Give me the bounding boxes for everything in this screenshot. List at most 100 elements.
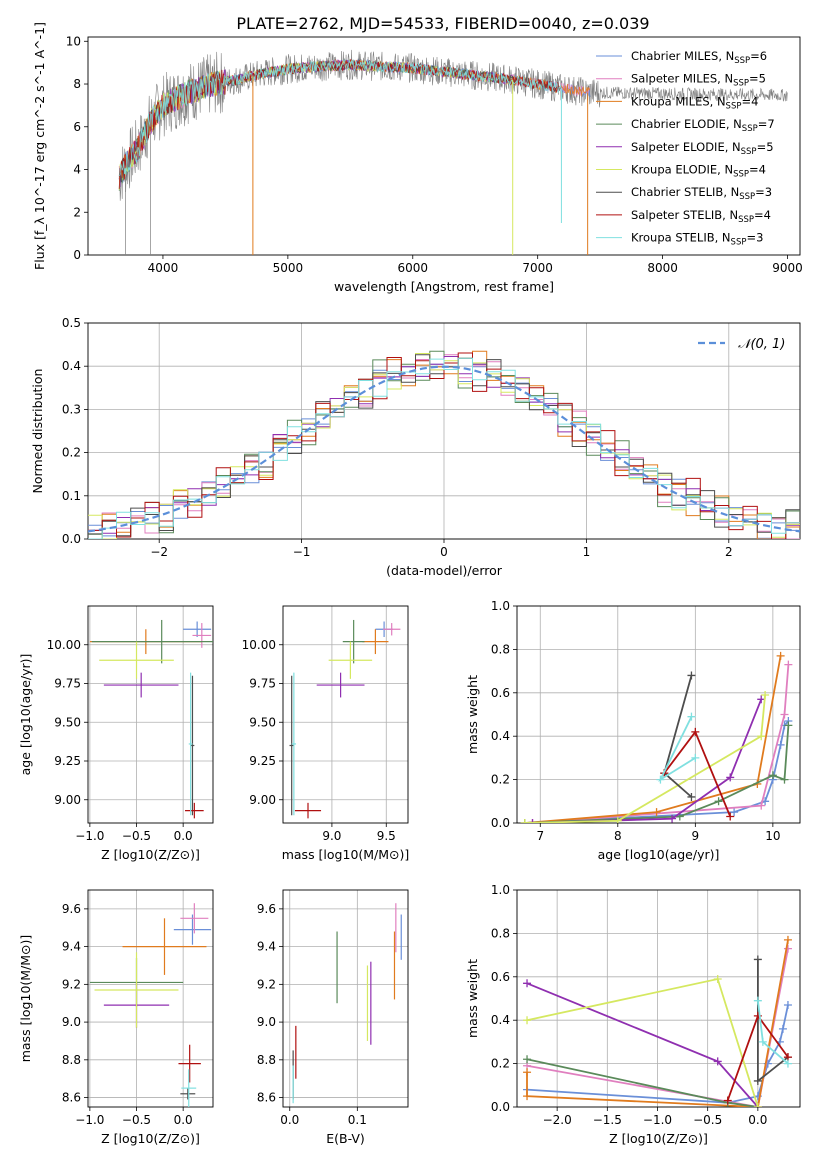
x-tick-label: 0.0: [174, 1113, 193, 1127]
x-tick-label: 4000: [148, 261, 179, 275]
weight-marker: [691, 727, 700, 736]
x-tick-label: −2.0: [543, 1113, 572, 1127]
x-tick-label: 0.0: [280, 1113, 299, 1127]
legend-subscript: SSP: [726, 101, 742, 111]
mass-vs-ebv-panel: 0.0 0.1 8.6 8.8 9.0 9.2 9.4 9.6 E(B-V): [257, 889, 409, 1146]
x-tick-label: 0.0: [174, 829, 193, 843]
y-tick-label: 2: [73, 205, 81, 219]
y-tick-label: 0.5: [62, 316, 81, 330]
age-vs-mass-panel: 9.0 9.5 9.00 9.25 9.50 9.75 10.00 mass [log10(M…: [242, 605, 410, 862]
y-tick-label: 9.4: [62, 940, 81, 954]
weight-marker: [726, 773, 735, 782]
weight-marker: [656, 775, 665, 784]
y-tick-label: 0.0: [491, 816, 510, 830]
y-tick-label: 9.25: [54, 754, 81, 768]
x-tick-label: −1.0: [75, 829, 104, 843]
y-tick-label: 0.4: [491, 1013, 510, 1027]
weight-marker: [726, 812, 735, 821]
x-axis-label: Z [log10(Z/Z⊙)]: [609, 1131, 708, 1146]
legend-subscript: SSP: [731, 238, 747, 248]
x-tick-label: 7: [536, 829, 544, 843]
y-tick-label: 9.2: [62, 977, 81, 991]
legend-label: Chabrier MILES, NSSP=6: [631, 49, 767, 66]
y-tick-label: 9.25: [249, 754, 276, 768]
y-tick-label: 9.50: [249, 715, 276, 729]
weight-marker: [528, 819, 537, 823]
legend-subscript: SSP: [739, 192, 755, 202]
y-tick-label: 0.2: [491, 1057, 510, 1071]
legend-label: Salpeter MILES, NSSP=5: [631, 72, 766, 89]
y-tick-label: 0.2: [62, 446, 81, 460]
y-tick-label: 0.4: [491, 729, 510, 743]
spectrum-plot-area: [118, 49, 788, 255]
y-tick-label: 9.75: [54, 677, 81, 691]
weight-marker: [783, 944, 792, 953]
legend-nssp-value: =4: [754, 208, 771, 222]
x-axis-label: wavelength [Angstrom, rest frame]: [334, 279, 554, 294]
x-tick-label: −1.0: [75, 1113, 104, 1127]
x-axis-label: mass [log10(M/M⊙)]: [282, 847, 410, 862]
legend-label: Chabrier STELIB, NSSP=3: [631, 185, 772, 202]
age-vs-z-panel: −1.0 −0.5 0.0 9.00 9.25 9.50 9.75 10.00 Z [log10…: [18, 605, 214, 862]
x-tick-label: 5000: [273, 261, 304, 275]
weight-marker: [784, 660, 793, 669]
weight-marker: [757, 801, 766, 810]
weight-marker: [687, 792, 696, 801]
axes-frame: [87, 36, 801, 256]
weight-series-line: [524, 694, 766, 823]
weight-marker: [713, 974, 722, 983]
figure-title: PLATE=2762, MJD=54533, FIBERID=0040, z=0…: [236, 14, 649, 33]
weight-marker: [784, 721, 793, 730]
legend-nssp-value: =4: [741, 94, 758, 108]
weight-marker: [723, 1096, 732, 1105]
weight-marker: [753, 1076, 762, 1085]
weight-marker: [753, 996, 762, 1005]
y-axis-label: mass weight: [465, 675, 480, 754]
legend-subscript: SSP: [733, 79, 749, 89]
y-tick-label: 9.6: [257, 902, 276, 916]
y-axis-label: age [log10(age/yr)]: [18, 654, 33, 776]
x-tick-label: −1.5: [593, 1113, 622, 1127]
x-axis-label: (data-model)/error: [386, 563, 503, 578]
weight-marker: [783, 935, 792, 944]
y-tick-label: 10.00: [47, 638, 81, 652]
y-tick-label: 0.8: [491, 926, 510, 940]
y-tick-label: 8.8: [257, 1053, 276, 1067]
y-axis-label: Normed distribution: [30, 369, 45, 494]
weight-marker: [780, 710, 789, 719]
weight-marker: [613, 816, 622, 823]
axes-frame: [87, 889, 214, 1108]
legend-label: Kroupa MILES, NSSP=4: [631, 94, 758, 111]
residuals-panel: −2 −1 0 1 2 0.0 0.1 0.2 0.3 0.4 0.5 (data-model)/er…: [30, 316, 801, 578]
weight-vs-age-panel: 7 8 9 10 0.0 0.2 0.4 0.6 0.8 1.0 age [log10(age/yr…: [465, 599, 801, 862]
y-tick-label: 10: [66, 34, 81, 48]
x-tick-label: −0.5: [122, 1113, 151, 1127]
y-tick-label: 9.50: [54, 715, 81, 729]
weight-marker: [783, 1001, 792, 1010]
y-tick-label: 0.4: [62, 359, 81, 373]
y-tick-label: 8.6: [62, 1091, 81, 1105]
weight-marker: [730, 808, 739, 817]
axes-frame: [516, 889, 801, 1108]
y-tick-label: 9.00: [249, 793, 276, 807]
weight-series-line: [524, 725, 790, 823]
x-tick-label: 9.0: [322, 829, 341, 843]
model-spectrum-line: [118, 58, 562, 177]
axes-frame: [516, 605, 801, 824]
x-tick-label: 9.5: [377, 829, 396, 843]
legend-subscript: SSP: [738, 215, 754, 225]
axes-frame: [87, 605, 214, 824]
x-tick-label: 8: [614, 829, 622, 843]
weight-marker: [776, 740, 785, 749]
weight-marker: [776, 651, 785, 660]
legend-label: Salpeter STELIB, NSSP=4: [631, 208, 771, 225]
legend-subscript: SSP: [733, 170, 749, 180]
errorbar-plot-area: [289, 619, 401, 819]
y-tick-label: 8: [73, 77, 81, 91]
y-tick-label: 9.75: [249, 677, 276, 691]
x-axis-label: E(B-V): [326, 1131, 365, 1146]
legend-label: Salpeter ELODIE, NSSP=5: [631, 140, 774, 157]
x-tick-label: −1.0: [643, 1113, 672, 1127]
weight-marker: [753, 955, 762, 964]
